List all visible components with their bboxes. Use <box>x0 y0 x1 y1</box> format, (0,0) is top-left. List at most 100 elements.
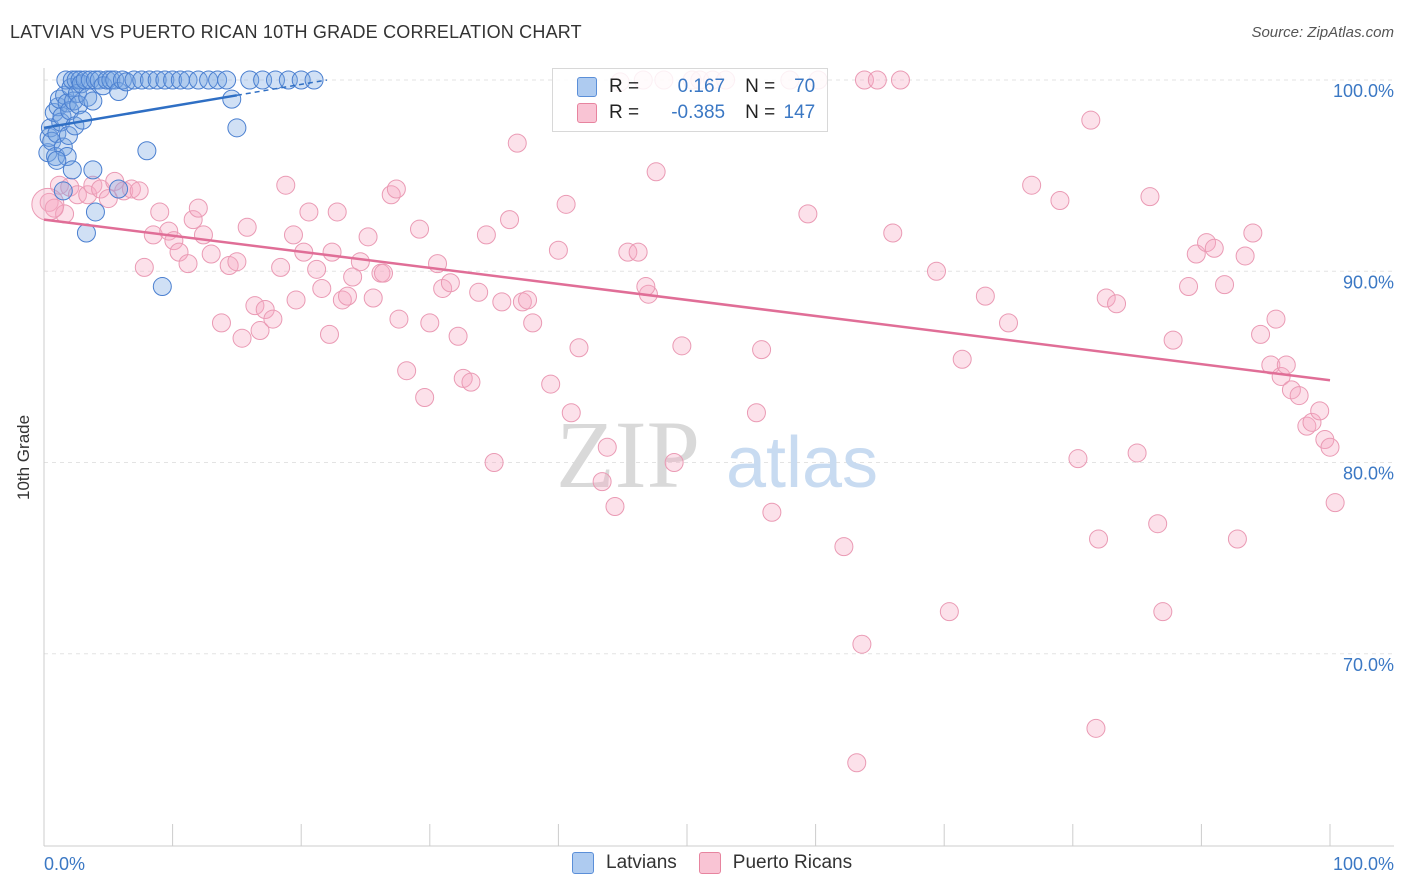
data-point <box>232 328 252 348</box>
data-point <box>322 242 342 262</box>
legend-item-latvians[interactable]: Latvians <box>572 852 677 874</box>
data-point <box>618 242 638 262</box>
data-point <box>476 225 496 245</box>
y-tick-label: 100.0% <box>1333 81 1394 101</box>
data-point <box>415 387 435 407</box>
data-point <box>39 192 59 212</box>
data-point <box>1127 443 1147 463</box>
data-point <box>386 179 406 199</box>
data-point <box>1086 718 1106 738</box>
data-point <box>363 288 383 308</box>
data-point <box>211 313 231 333</box>
data-point <box>222 89 242 109</box>
data-point <box>420 313 440 333</box>
data-point <box>58 125 78 145</box>
data-point <box>410 219 430 239</box>
data-point <box>1235 246 1255 266</box>
legend-n-label: N = <box>745 76 776 97</box>
data-point <box>1297 416 1317 436</box>
data-point <box>337 286 357 306</box>
data-point <box>250 321 270 341</box>
data-point <box>1081 110 1101 130</box>
data-point <box>1266 309 1286 329</box>
data-point <box>448 326 468 346</box>
data-point <box>83 160 103 180</box>
data-point <box>98 189 118 209</box>
data-point <box>1089 529 1109 549</box>
legend-r-label: R = <box>609 76 640 97</box>
data-point <box>1107 294 1127 314</box>
data-point <box>541 374 561 394</box>
trend-line-latvians-extension <box>236 79 328 97</box>
data-point <box>271 257 291 277</box>
data-point <box>67 185 87 205</box>
legend-n-label: N = <box>745 102 776 123</box>
data-point <box>798 204 818 224</box>
legend-swatch-latvians <box>577 77 597 97</box>
data-point <box>304 70 324 90</box>
data-point <box>890 70 910 90</box>
data-point <box>1148 514 1168 534</box>
source-label: Source: ZipAtlas.com <box>1251 24 1394 41</box>
legend-item-puerto-ricans[interactable]: Puerto Ricans <box>698 852 852 874</box>
data-point <box>605 496 625 516</box>
data-point <box>1302 412 1322 432</box>
data-point <box>109 81 129 101</box>
data-point <box>78 185 98 205</box>
data-point <box>852 634 872 654</box>
chart-title: LATVIAN VS PUERTO RICAN 10TH GRADE CORRE… <box>10 22 582 42</box>
data-point <box>245 296 265 316</box>
data-point <box>283 225 303 245</box>
legend-r-label: R = <box>609 102 640 123</box>
data-point <box>518 290 538 310</box>
data-point <box>1140 187 1160 207</box>
data-point <box>147 70 167 90</box>
data-point <box>597 437 617 457</box>
data-point <box>85 202 105 222</box>
data-point <box>999 313 1018 333</box>
series-legend: Latvians Puerto Ricans <box>572 852 874 874</box>
legend-n-value: 147 <box>783 102 816 123</box>
data-point <box>53 181 73 201</box>
x-tick-min: 0.0% <box>44 854 85 874</box>
data-point <box>1197 233 1217 253</box>
data-point <box>1153 602 1173 622</box>
data-point <box>152 277 172 297</box>
watermark-atlas: atlas <box>726 423 878 503</box>
data-point <box>1215 275 1235 295</box>
legend-swatch-puerto-ricans <box>698 852 721 874</box>
data-point <box>867 70 887 90</box>
data-point <box>1096 288 1116 308</box>
data-point <box>227 118 247 138</box>
data-point <box>188 70 208 90</box>
data-point <box>926 261 946 281</box>
data-point <box>1325 493 1345 513</box>
data-point <box>1251 324 1271 344</box>
data-point <box>834 537 854 557</box>
data-point <box>1276 355 1296 375</box>
data-point <box>129 181 149 201</box>
watermark-zip: ZIP <box>556 401 700 508</box>
data-point <box>847 753 867 773</box>
data-point <box>556 194 576 214</box>
trend-line-puerto-ricans <box>43 218 1331 382</box>
data-point <box>1310 401 1330 421</box>
data-point <box>263 309 283 329</box>
data-point <box>57 93 77 113</box>
stats-legend: R = 0.167 N = 70 R = -0.385 N = 147 <box>552 68 828 132</box>
data-point <box>672 336 692 356</box>
data-point <box>89 70 109 90</box>
data-point <box>163 70 183 90</box>
data-point <box>178 254 198 274</box>
legend-n-value: 70 <box>794 76 816 97</box>
gridlines <box>44 79 1394 655</box>
data-point <box>132 70 152 90</box>
legend-swatch-latvians <box>572 852 594 874</box>
data-point <box>150 202 170 222</box>
y-tick-label: 80.0% <box>1343 464 1394 484</box>
data-point <box>752 340 772 360</box>
series-latvians <box>38 70 324 297</box>
data-point <box>440 273 460 293</box>
legend-row-latvians: R = 0.167 N = 70 <box>577 75 815 99</box>
